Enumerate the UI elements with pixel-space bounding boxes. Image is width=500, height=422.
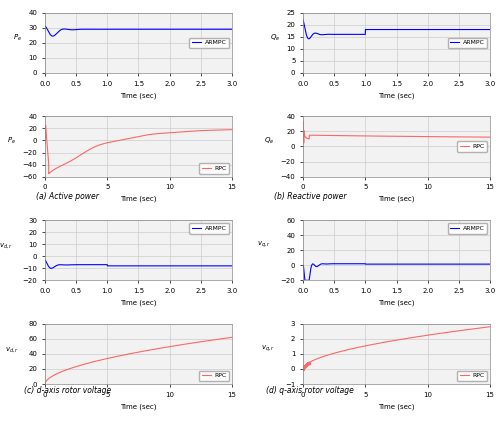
Text: (b) Reactive power: (b) Reactive power (274, 192, 346, 201)
Legend: ARMPC: ARMPC (448, 38, 487, 48)
Legend: RPC: RPC (457, 371, 487, 381)
Y-axis label: $v_{q,r}$: $v_{q,r}$ (262, 344, 276, 354)
Y-axis label: $P_e$: $P_e$ (12, 32, 22, 43)
Legend: RPC: RPC (199, 371, 229, 381)
Y-axis label: $P_e$: $P_e$ (7, 136, 16, 146)
Text: (a) Active power: (a) Active power (36, 192, 99, 201)
Y-axis label: $v_{d,r}$: $v_{d,r}$ (0, 241, 13, 250)
Legend: RPC: RPC (457, 141, 487, 151)
Text: (d) q-axis rotor voltage: (d) q-axis rotor voltage (266, 386, 354, 395)
Legend: ARMPC: ARMPC (190, 38, 229, 48)
Y-axis label: $v_{q,r}$: $v_{q,r}$ (257, 240, 271, 250)
Text: (c) d-axis rotor voltage: (c) d-axis rotor voltage (24, 386, 111, 395)
Legend: RPC: RPC (199, 163, 229, 173)
X-axis label: Time (sec): Time (sec) (120, 92, 156, 99)
X-axis label: Time (sec): Time (sec) (378, 300, 415, 306)
X-axis label: Time (sec): Time (sec) (378, 403, 415, 410)
Legend: ARMPC: ARMPC (448, 223, 487, 233)
X-axis label: Time (sec): Time (sec) (120, 300, 156, 306)
X-axis label: Time (sec): Time (sec) (120, 196, 156, 202)
Y-axis label: $Q_e$: $Q_e$ (270, 32, 280, 43)
X-axis label: Time (sec): Time (sec) (120, 403, 156, 410)
Y-axis label: $Q_e$: $Q_e$ (264, 136, 274, 146)
Y-axis label: $v_{d,r}$: $v_{d,r}$ (4, 345, 18, 354)
X-axis label: Time (sec): Time (sec) (378, 92, 415, 99)
Legend: ARMPC: ARMPC (190, 223, 229, 233)
X-axis label: Time (sec): Time (sec) (378, 196, 415, 202)
